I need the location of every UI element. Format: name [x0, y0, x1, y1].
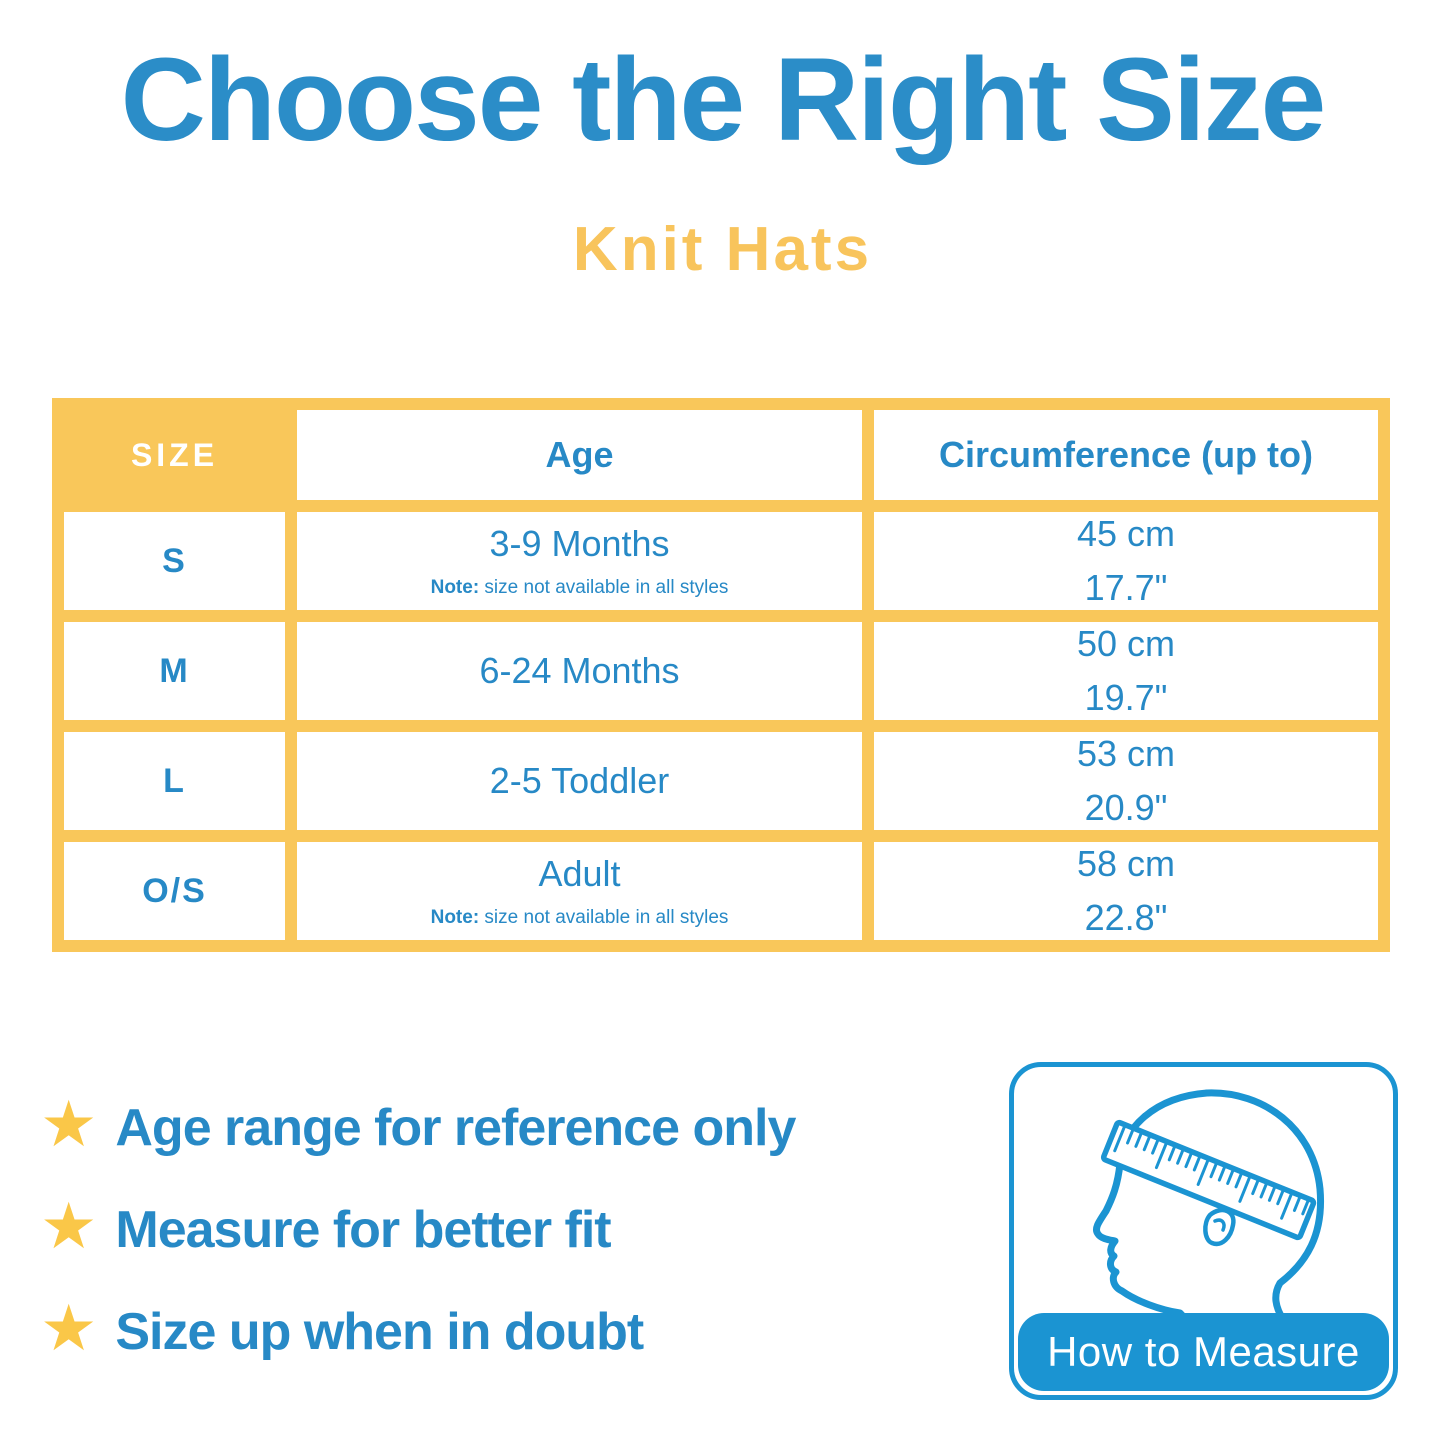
- note-label: Note:: [430, 577, 480, 598]
- list-item: ★ Size up when in doubt: [40, 1292, 795, 1366]
- row-l-circumference-cm: 53 cm: [1076, 733, 1176, 774]
- row-l-age-cell: 2-5 Toddler: [297, 732, 862, 830]
- row-m-circumference-cm: 50 cm: [1076, 623, 1176, 664]
- note-label: Note:: [430, 907, 480, 928]
- head-measurement-icon: [1092, 1089, 1325, 1321]
- column-header-circumference: Circumference (up to): [874, 410, 1378, 500]
- how-to-measure-card: How to Measure: [1009, 1062, 1398, 1400]
- list-item: ★ Measure for better fit: [40, 1190, 795, 1264]
- bullet-text: Age range for reference only: [115, 1099, 796, 1157]
- list-item: ★ Age range for reference only: [40, 1088, 796, 1162]
- row-m-circumference-in: 19.7": [1084, 677, 1168, 718]
- star-icon: ★: [40, 1292, 98, 1364]
- row-m-age: 6-24 Months: [479, 650, 680, 691]
- row-m-size: M: [64, 622, 285, 720]
- row-os-age-cell: Adult Note: size not available in all st…: [297, 842, 862, 940]
- note-text: size not available in all styles: [479, 577, 729, 598]
- row-os-size: O/S: [64, 842, 285, 940]
- row-s-age: 3-9 Months: [489, 523, 670, 564]
- row-l-circumference-cell: 53 cm 20.9": [874, 732, 1378, 830]
- star-icon: ★: [40, 1088, 98, 1160]
- row-l-size: L: [64, 732, 285, 830]
- row-os-circumference-in: 22.8": [1084, 897, 1168, 938]
- row-os-age: Adult: [538, 853, 621, 894]
- note-text: size not available in all styles: [479, 907, 729, 928]
- row-s-circumference-cm: 45 cm: [1076, 513, 1176, 554]
- row-s-circumference-in: 17.7": [1084, 567, 1168, 608]
- how-to-measure-label: How to Measure: [1047, 1328, 1360, 1375]
- notes-list: ★ Age range for reference only ★ Measure…: [40, 1088, 796, 1400]
- column-header-size: SIZE: [130, 436, 219, 473]
- row-s-note: Note: size not available in all styles: [431, 577, 729, 599]
- page-subtitle: Knit Hats: [572, 215, 873, 284]
- page-title: Choose the Right Size: [120, 34, 1327, 166]
- row-m-circumference-cell: 50 cm 19.7": [874, 622, 1378, 720]
- row-s-age-cell: 3-9 Months Note: size not available in a…: [297, 512, 862, 610]
- size-chart-table: SIZE Age Circumference (up to) S 3-9 Mon…: [52, 398, 1390, 952]
- how-to-measure-bar: How to Measure: [1018, 1313, 1389, 1391]
- bullet-text: Measure for better fit: [115, 1201, 611, 1259]
- bullet-text: Size up when in doubt: [115, 1303, 644, 1361]
- star-icon: ★: [40, 1190, 98, 1262]
- row-s-circumference-cell: 45 cm 17.7": [874, 512, 1378, 610]
- row-l-circumference-in: 20.9": [1084, 787, 1168, 828]
- row-os-circumference-cell: 58 cm 22.8": [874, 842, 1378, 940]
- column-header-age: Age: [297, 410, 862, 500]
- row-os-circumference-cm: 58 cm: [1076, 843, 1176, 884]
- row-l-age: 2-5 Toddler: [489, 760, 670, 801]
- row-s-size: S: [64, 512, 285, 610]
- row-m-age-cell: 6-24 Months: [297, 622, 862, 720]
- row-os-note: Note: size not available in all styles: [431, 907, 729, 929]
